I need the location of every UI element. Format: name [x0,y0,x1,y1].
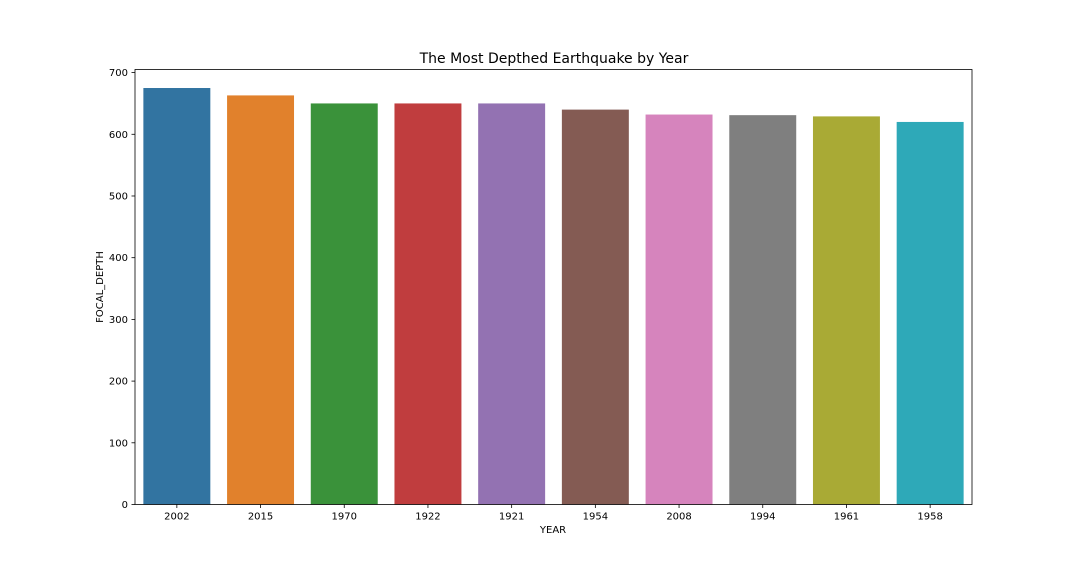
y-tick-label: 400 [109,253,128,264]
chart-title: The Most Depthed Earthquake by Year [419,51,689,67]
plot-frame [134,69,973,505]
x-tick-label: 1921 [499,512,524,523]
x-tick-label: 1958 [917,512,942,523]
x-tick-label: 2015 [248,512,273,523]
x-tick-label: 1994 [750,512,775,523]
y-axis-ticks: 0 100 200 300 400 500 600 700 [109,68,135,511]
bar-1922 [394,103,462,505]
bars-group [143,88,964,505]
y-tick-label: 200 [109,377,128,388]
x-axis-label: YEAR [539,525,566,536]
bar-2002 [143,88,211,505]
y-axis-label: FOCAL_DEPTH [95,251,106,323]
bar-1994 [729,115,797,505]
x-tick-label: 1954 [583,512,608,523]
x-tick-label: 2008 [666,512,691,523]
y-tick-label: 700 [109,68,128,79]
bar-1921 [478,103,546,505]
x-tick-label: 1961 [834,512,859,523]
x-tick-label: 1970 [332,512,357,523]
bar-2015 [227,95,295,505]
y-tick-label: 300 [109,315,128,326]
bar-1958 [896,121,964,505]
x-axis-ticks: 2002 2015 1970 1922 1921 1954 2008 1994 1961 1958 [164,504,943,523]
bar-2008 [645,114,713,505]
y-tick-label: 500 [109,191,128,202]
bar-1970 [310,103,378,505]
bar-1954 [561,109,629,505]
y-tick-label: 100 [109,438,128,449]
y-tick-label: 0 [122,500,128,511]
x-tick-label: 2002 [164,512,189,523]
x-tick-label: 1922 [415,512,440,523]
y-tick-label: 600 [109,130,128,141]
bar-1961 [812,116,880,505]
